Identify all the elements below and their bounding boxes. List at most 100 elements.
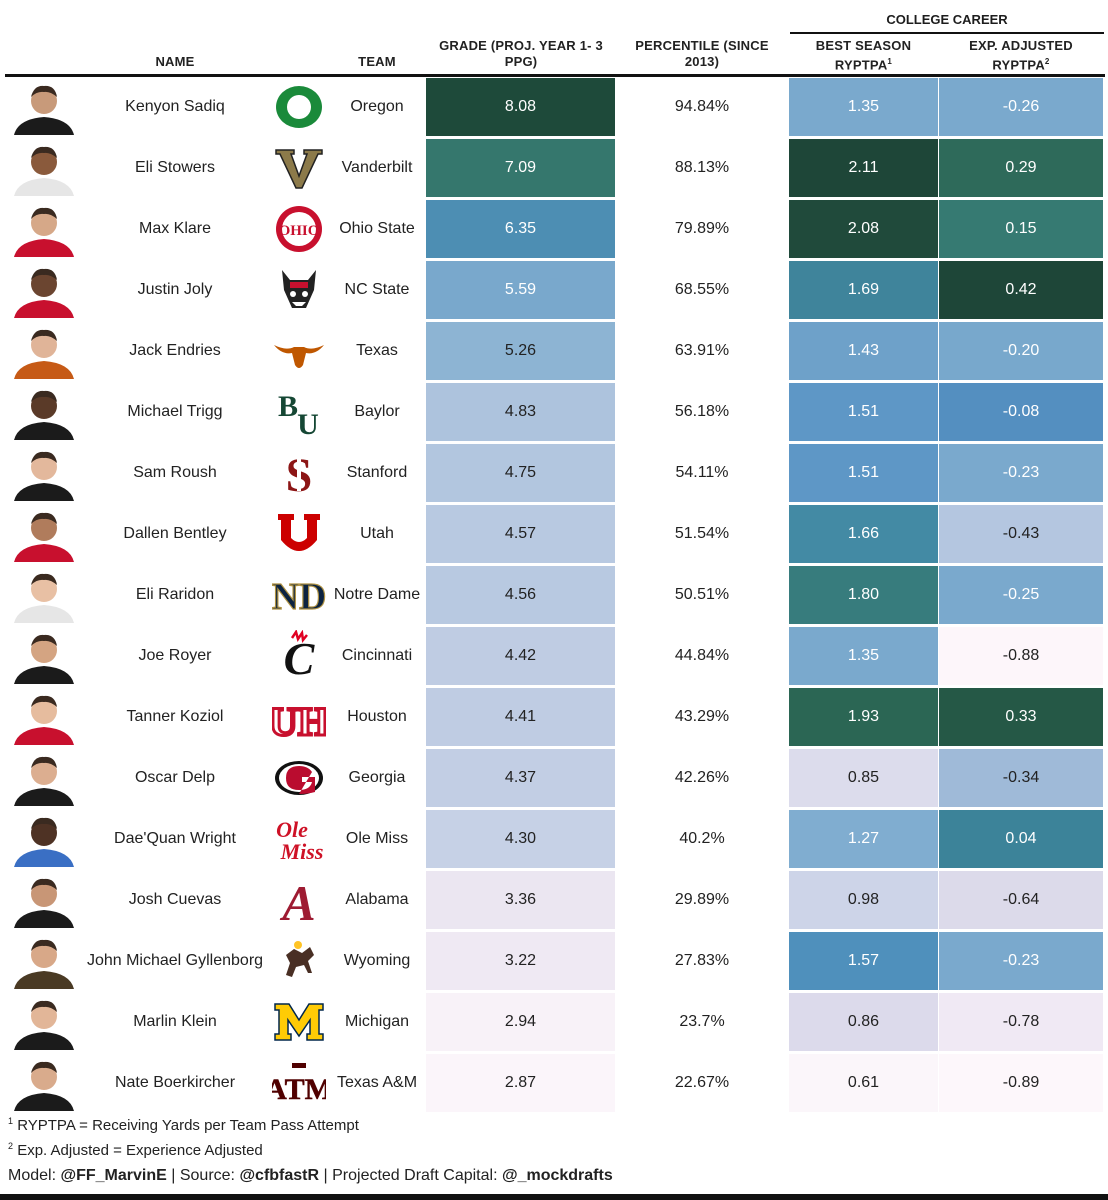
- cincinnati-c-logo-icon: C: [272, 629, 326, 684]
- exp-adjusted-header: EXP. ADJUSTED RYPTPA2: [949, 38, 1093, 73]
- exp-adjusted-cell: -0.23: [939, 932, 1103, 990]
- player-name: Tanner Koziol: [126, 707, 224, 725]
- team-name: Texas A&M: [336, 1073, 418, 1091]
- grade-cell: 4.42: [426, 627, 615, 685]
- team-name: Alabama: [345, 890, 409, 908]
- player-name: John Michael Gyllenborg: [86, 951, 264, 969]
- svg-text:U: U: [297, 408, 319, 438]
- player-avatar: [10, 750, 78, 806]
- best-season-cell: 1.57: [789, 932, 938, 990]
- player-name: Oscar Delp: [134, 768, 216, 786]
- table-row: Marlin Klein Michigan 2.94 23.7% 0.86 -0.78: [0, 991, 1108, 1052]
- team-name: Wyoming: [343, 951, 411, 969]
- player-avatar: [10, 79, 78, 135]
- percentile-cell: 44.84%: [674, 647, 730, 664]
- svg-text:B: B: [278, 390, 298, 423]
- grade-cell: 4.75: [426, 444, 615, 502]
- best-season-cell: 2.08: [789, 200, 938, 258]
- longhorn-logo-icon: [272, 325, 326, 377]
- oregon-o-logo-icon: [272, 81, 326, 133]
- percentile-header: PERCENTILE (SINCE 2013): [635, 38, 769, 69]
- grade-cell: 4.56: [426, 566, 615, 624]
- exp-adjusted-cell: -0.89: [939, 1054, 1103, 1112]
- credits-source-label: Source:: [179, 1167, 235, 1184]
- credits-capital-label: Projected Draft Capital:: [332, 1167, 498, 1184]
- team-name: Houston: [347, 707, 407, 725]
- percentile-cell: 29.89%: [674, 891, 730, 908]
- player-avatar: [10, 445, 78, 501]
- best-season-cell: 1.80: [789, 566, 938, 624]
- team-name: NC State: [344, 280, 410, 298]
- notre-dame-nd-logo-icon: ND: [271, 569, 327, 621]
- team-name: Baylor: [354, 402, 400, 420]
- grade-cell: 2.94: [426, 993, 615, 1051]
- credits-model-handle: @FF_MarvinE: [60, 1167, 167, 1184]
- table-row: Nate Boerkircher ATM Texas A&M 2.87 22.67% 0.…: [0, 1052, 1108, 1113]
- credits-source-handle: @cfbfastR: [239, 1167, 320, 1184]
- grade-cell: 4.30: [426, 810, 615, 868]
- table-row: Sam Roush S Stanford 4.75 54.11% 1.51-0.23: [0, 442, 1108, 503]
- exp-adjusted-cell: 0.04: [939, 810, 1103, 868]
- best-season-cell: 0.86: [789, 993, 938, 1051]
- player-avatar: [10, 811, 78, 867]
- exp-adjusted-cell: 0.29: [939, 139, 1103, 197]
- grade-cell: 7.09: [426, 139, 615, 197]
- percentile-cell: 43.29%: [674, 708, 730, 725]
- player-avatar: [10, 1055, 78, 1111]
- best-season-cell: 0.85: [789, 749, 938, 807]
- player-avatar: [10, 933, 78, 989]
- grade-cell: 6.35: [426, 200, 615, 258]
- table-row: Eli Stowers Vanderbilt 7.09 88.13% 2.11 0.29: [0, 137, 1108, 198]
- table-row: Joe Royer C Cincinnati 4.42 44.84% 1.35 -0.88: [0, 625, 1108, 686]
- best-season-cell: 1.35: [789, 78, 938, 136]
- table-row: John Michael Gyllenborg Wyoming 3.22 27.83%…: [0, 930, 1108, 991]
- table-row: Jack Endries Texas 5.26 63.91% 1.43 -0.20: [0, 320, 1108, 381]
- best-season-cell: 1.27: [789, 810, 938, 868]
- player-avatar: [10, 994, 78, 1050]
- svg-text:Miss: Miss: [280, 839, 324, 864]
- player-avatar: [10, 384, 78, 440]
- table-row: Tanner Koziol UH Houston 4.41 43.29% 1.93 0.33: [0, 686, 1108, 747]
- footnote-2-text: Exp. Adjusted = Experience Adjusted: [17, 1142, 263, 1159]
- exp-adjusted-header-text: EXP. ADJUSTED RYPTPA: [969, 38, 1073, 73]
- footnote-1-text: RYPTPA = Receiving Yards per Team Pass A…: [17, 1117, 359, 1134]
- svg-text:C: C: [284, 633, 316, 682]
- best-season-cell: 1.35: [789, 627, 938, 685]
- bucking-horse-logo-icon: [272, 935, 326, 987]
- percentile-cell: 51.54%: [674, 525, 730, 542]
- best-season-cell: 0.98: [789, 871, 938, 929]
- team-name: Vanderbilt: [341, 158, 413, 176]
- best-season-cell: 0.61: [789, 1054, 938, 1112]
- table-row: Justin Joly NC State 5.59 68.55% 1.69 0.42: [0, 259, 1108, 320]
- team-name: Georgia: [348, 768, 406, 786]
- best-season-cell: 1.51: [789, 383, 938, 441]
- grade-cell: 4.83: [426, 383, 615, 441]
- footnote-1: 1 RYPTPA = Receiving Yards per Team Pass…: [8, 1116, 359, 1134]
- footnote-2: 2 Exp. Adjusted = Experience Adjusted: [8, 1141, 263, 1159]
- percentile-cell: 22.67%: [674, 1074, 730, 1091]
- percentile-cell: 54.11%: [675, 464, 729, 481]
- best-season-header: BEST SEASON RYPTPA1: [799, 38, 928, 73]
- svg-text:UH: UH: [272, 699, 326, 743]
- percentile-cell: 27.83%: [674, 952, 730, 969]
- player-avatar: [10, 872, 78, 928]
- grade-cell: 2.87: [426, 1054, 615, 1112]
- texas-am-atm-logo-icon: ATM: [265, 1057, 333, 1109]
- team-header: TEAM: [358, 54, 396, 69]
- svg-text:ND: ND: [272, 576, 326, 618]
- svg-text:ATM: ATM: [272, 1073, 326, 1106]
- best-season-footnote-mark: 1: [887, 57, 893, 66]
- grade-cell: 3.36: [426, 871, 615, 929]
- percentile-cell: 42.26%: [674, 769, 730, 786]
- player-name: Marlin Klein: [133, 1012, 217, 1030]
- credits-separator-1: |: [171, 1167, 176, 1184]
- credits-separator-2: |: [323, 1167, 328, 1184]
- college-career-header: COLLEGE CAREER: [886, 12, 1008, 27]
- exp-adjusted-cell: 0.15: [939, 200, 1103, 258]
- table-row: Max Klare OHIO Ohio State 6.35 79.89% 2.08 0.1…: [0, 198, 1108, 259]
- exp-adjusted-cell: -0.23: [939, 444, 1103, 502]
- table-row: Dallen Bentley Utah 4.57 51.54% 1.66 -0.43: [0, 503, 1108, 564]
- bottom-bar: [0, 1194, 1108, 1200]
- utah-u-logo-icon: [272, 508, 326, 560]
